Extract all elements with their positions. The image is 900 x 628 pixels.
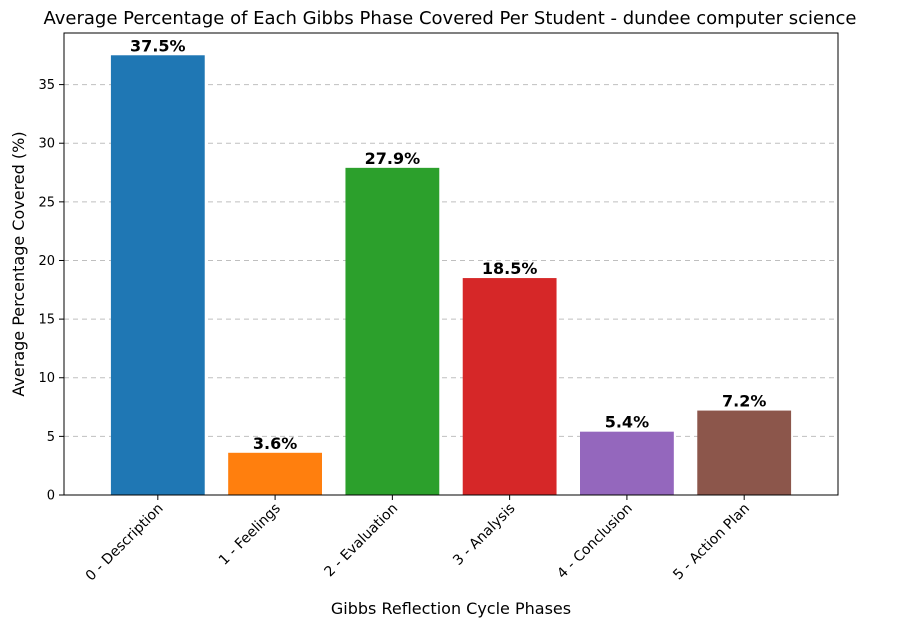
y-tick-label: 35	[38, 78, 55, 93]
plot-frame	[63, 32, 839, 496]
y-tick-label: 15	[38, 313, 55, 328]
bars	[110, 55, 792, 496]
y-tick-label: 5	[47, 430, 55, 445]
y-tick-label: 10	[38, 371, 55, 386]
y-axis-ticks: 0 5 10 15 20 25 30 35	[38, 78, 64, 504]
y-tick-label: 30	[38, 137, 55, 152]
bar	[462, 278, 557, 495]
data-labels: 37.5% 3.6% 27.9% 18.5% 5.4% 7.2%	[130, 36, 766, 453]
data-label: 37.5%	[130, 36, 186, 55]
y-tick-label: 20	[38, 254, 55, 269]
bar	[110, 55, 205, 496]
x-axis-ticks: 0 - Description 1 - Feelings 2 - Evaluatio…	[83, 495, 753, 584]
x-axis-label: Gibbs Reflection Cycle Phases	[331, 599, 571, 618]
y-tick-label: 0	[47, 489, 55, 504]
x-tick-label: 3 - Analysis	[450, 501, 518, 569]
chart-title: Average Percentage of Each Gibbs Phase C…	[43, 8, 856, 29]
data-label: 18.5%	[482, 259, 538, 278]
x-tick-label: 1 - Feelings	[216, 501, 284, 569]
data-label: 5.4%	[605, 413, 649, 432]
data-label: 27.9%	[365, 149, 421, 168]
y-tick-label: 25	[38, 195, 55, 210]
bar	[345, 167, 440, 495]
data-label: 7.2%	[722, 392, 766, 411]
y-axis-label: Average Percentage Covered (%)	[9, 131, 28, 396]
bar	[228, 452, 322, 495]
x-tick-label: 4 - Conclusion	[554, 501, 635, 582]
bar	[697, 410, 792, 495]
x-tick-label: 2 - Evaluation	[321, 501, 401, 581]
x-tick-label: 5 - Action Plan	[670, 501, 753, 584]
data-label: 3.6%	[253, 434, 297, 453]
bar	[580, 431, 674, 495]
x-tick-label: 0 - Description	[83, 501, 167, 585]
